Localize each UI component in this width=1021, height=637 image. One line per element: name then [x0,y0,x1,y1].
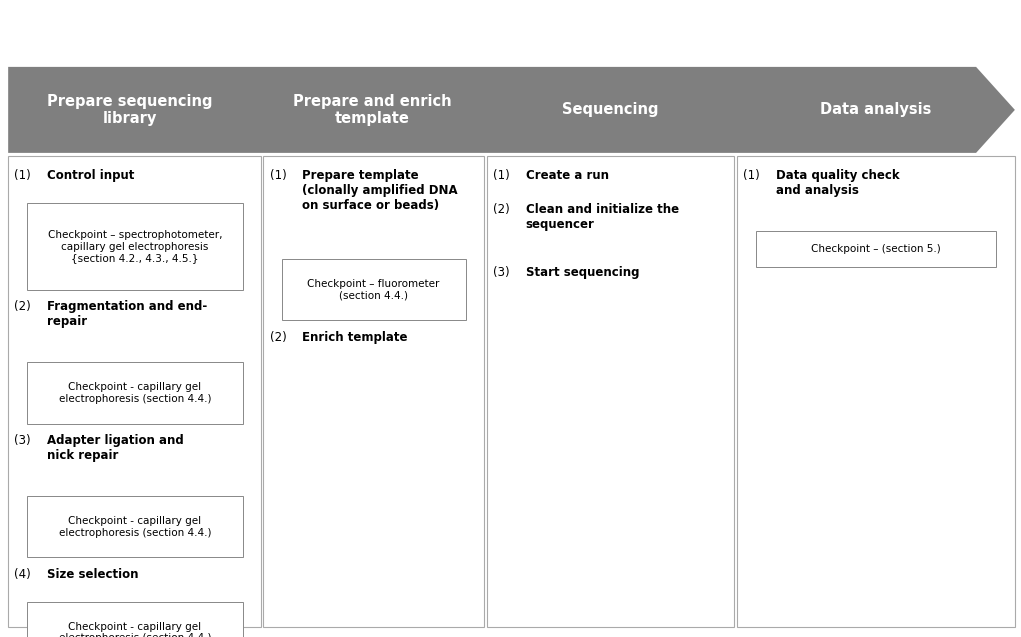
Text: (2): (2) [270,331,286,343]
Text: (1): (1) [14,169,31,182]
Text: (2): (2) [493,203,509,216]
Text: Create a run: Create a run [526,169,609,182]
Polygon shape [8,67,1015,153]
Text: Checkpoint – fluorometer
(section 4.4.): Checkpoint – fluorometer (section 4.4.) [307,279,440,301]
Text: Clean and initialize the
sequencer: Clean and initialize the sequencer [526,203,679,231]
Text: Data quality check
and analysis: Data quality check and analysis [776,169,900,197]
Text: Start sequencing: Start sequencing [526,266,639,278]
Text: Data analysis: Data analysis [820,103,932,117]
Bar [27,496,243,557]
Bar [27,362,243,424]
Bar [737,156,1015,627]
Text: (1): (1) [493,169,509,182]
Text: Fragmentation and end-
repair: Fragmentation and end- repair [47,300,207,328]
Text: (4): (4) [14,568,31,580]
Bar [282,259,466,320]
Text: (3): (3) [493,266,509,278]
Bar [27,602,243,637]
Text: Control input: Control input [47,169,135,182]
Text: Adapter ligation and
nick repair: Adapter ligation and nick repair [47,434,184,462]
Text: Sequencing: Sequencing [563,103,659,117]
Text: Prepare sequencing
library: Prepare sequencing library [47,94,212,126]
Text: (3): (3) [14,434,31,447]
Bar [756,231,996,267]
Bar [487,156,734,627]
Text: Prepare template
(clonally amplified DNA
on surface or beads): Prepare template (clonally amplified DNA… [302,169,457,212]
Text: Checkpoint - capillary gel
electrophoresis (section 4.4.): Checkpoint - capillary gel electrophores… [58,622,211,637]
Text: (2): (2) [14,300,31,313]
Text: Checkpoint – spectrophotometer,
capillary gel electrophoresis
{section 4.2., 4.3: Checkpoint – spectrophotometer, capillar… [48,230,222,263]
Bar [263,156,484,627]
Text: Checkpoint - capillary gel
electrophoresis (section 4.4.): Checkpoint - capillary gel electrophores… [58,382,211,404]
Text: Enrich template: Enrich template [302,331,407,343]
Text: Checkpoint - capillary gel
electrophoresis (section 4.4.): Checkpoint - capillary gel electrophores… [58,516,211,538]
Text: Checkpoint – (section 5.): Checkpoint – (section 5.) [811,244,941,254]
Text: Prepare and enrich
template: Prepare and enrich template [293,94,452,126]
Text: (1): (1) [743,169,760,182]
Text: (1): (1) [270,169,286,182]
Bar [8,156,261,627]
Text: Size selection: Size selection [47,568,139,580]
Bar [27,203,243,290]
